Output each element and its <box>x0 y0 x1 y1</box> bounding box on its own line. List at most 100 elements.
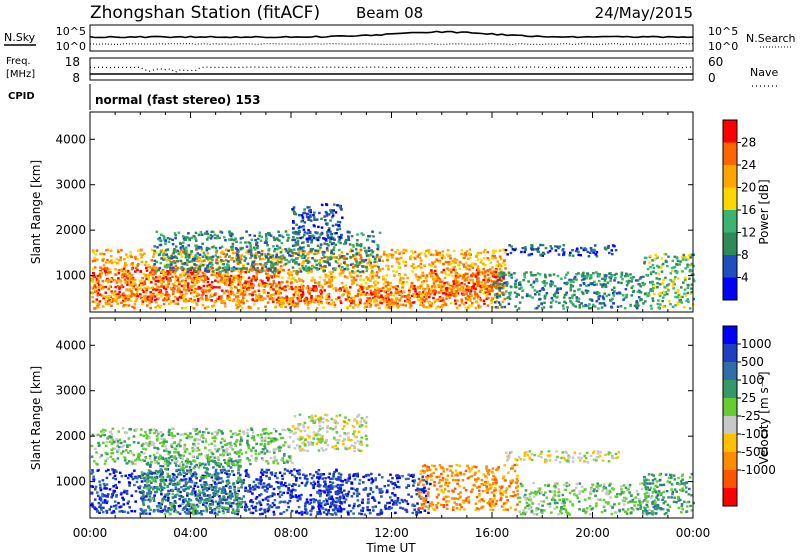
freq-panel: Freq. [MHz] 18 8 60 0 Nave <box>6 55 778 87</box>
power-cell <box>569 300 572 303</box>
power-cell <box>256 297 259 300</box>
power-cell <box>301 265 304 268</box>
power-cell <box>315 259 318 262</box>
power-cell <box>152 255 155 258</box>
power-cell <box>420 292 423 295</box>
power-cell <box>560 277 563 280</box>
power-cell <box>396 302 399 305</box>
power-cell <box>136 286 139 289</box>
power-cell <box>366 249 369 252</box>
power-cell <box>587 274 590 278</box>
power-cell <box>297 248 300 251</box>
power-cell <box>357 303 361 306</box>
power-cell <box>295 289 298 292</box>
power-cell <box>206 232 210 236</box>
power-cell <box>394 251 397 254</box>
power-cell <box>143 282 146 285</box>
power-cell <box>303 231 307 234</box>
power-cell <box>440 299 444 302</box>
velocity-cell <box>294 489 297 492</box>
power-cell <box>90 277 93 281</box>
power-cell <box>495 272 498 275</box>
power-cell <box>397 291 400 294</box>
power-cell <box>464 252 467 255</box>
velocity-cell <box>244 509 248 512</box>
power-cell <box>565 282 568 286</box>
power-cell <box>430 269 433 272</box>
power-cell <box>666 284 669 287</box>
power-cell <box>316 249 320 253</box>
power-cell <box>427 295 431 299</box>
power-cell <box>599 283 603 286</box>
power-cell <box>298 246 302 249</box>
power-cell <box>117 277 120 280</box>
power-cell <box>349 300 352 303</box>
power-cell <box>107 296 110 300</box>
power-cell <box>158 276 161 279</box>
power-cell <box>190 260 194 263</box>
power-cell <box>104 299 108 303</box>
power-cell <box>347 295 350 298</box>
power-cell <box>95 298 99 301</box>
power-cell <box>346 298 350 301</box>
power-cell <box>228 276 231 279</box>
power-cell <box>93 266 97 269</box>
power-colorbar-tick: 20 <box>741 181 756 195</box>
power-cell <box>581 292 585 295</box>
power-cell <box>105 249 108 252</box>
power-cell <box>154 279 158 283</box>
power-cell <box>236 305 240 309</box>
power-cell <box>494 306 498 309</box>
power-cell <box>111 261 114 265</box>
power-cell <box>421 281 424 284</box>
power-cell <box>486 251 490 254</box>
power-cell <box>188 267 192 270</box>
power-cell <box>427 292 430 295</box>
power-colorbar-bin <box>723 142 737 165</box>
power-cell <box>419 284 423 287</box>
power-cell <box>200 233 204 236</box>
power-cell <box>260 235 263 239</box>
power-cell <box>160 270 163 273</box>
power-cell <box>120 268 123 271</box>
power-cell <box>405 281 409 284</box>
power-cell <box>316 268 319 271</box>
power-cell <box>468 252 471 256</box>
power-cell <box>629 304 632 308</box>
power-cell <box>177 231 181 234</box>
power-cell <box>525 294 529 298</box>
power-cell <box>91 292 95 295</box>
power-cell <box>182 280 185 283</box>
power-cell <box>456 273 459 276</box>
power-cell <box>549 301 553 304</box>
power-cell <box>231 233 234 236</box>
power-cell <box>112 293 116 297</box>
power-cell <box>172 290 175 293</box>
power-cell <box>321 265 324 269</box>
nsky-left-label: N.Sky <box>4 31 36 44</box>
power-y-tick-label: 3000 <box>55 178 86 192</box>
power-cell <box>341 266 344 269</box>
power-cell <box>438 281 442 284</box>
velocity-cell <box>149 471 153 475</box>
power-cell <box>294 230 298 234</box>
power-cell <box>404 304 407 307</box>
power-cell <box>143 263 147 267</box>
power-cell <box>490 302 493 305</box>
power-cell <box>242 302 246 305</box>
power-cell <box>160 281 163 285</box>
velocity-cell <box>263 511 267 514</box>
power-cell <box>332 248 335 251</box>
velocity-cell <box>194 512 198 515</box>
power-cell <box>157 285 160 289</box>
power-cell <box>419 303 422 306</box>
power-cell <box>276 238 280 241</box>
power-cell <box>679 260 682 263</box>
power-cell <box>447 293 450 296</box>
power-cell <box>309 287 312 290</box>
power-cell <box>349 304 352 307</box>
power-cell <box>128 288 132 291</box>
velocity-cell <box>233 490 237 494</box>
power-cell <box>94 253 97 256</box>
velocity-cell <box>280 512 283 515</box>
